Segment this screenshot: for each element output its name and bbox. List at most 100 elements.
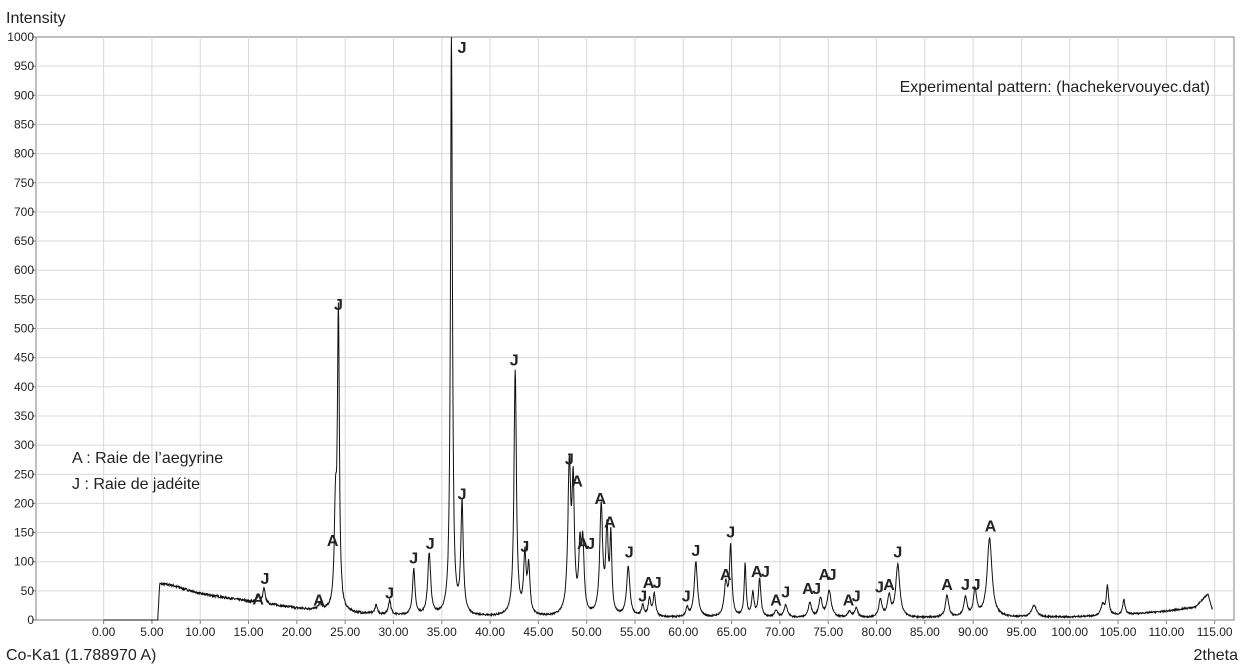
peak-label-jadeite: J	[682, 588, 691, 605]
peak-label-aegyrine: A	[819, 567, 831, 584]
y-tick-label: 100	[14, 555, 34, 569]
experimental-pattern-title: Experimental pattern: (hachekervouyec.da…	[900, 79, 1210, 96]
y-tick-label: 600	[14, 263, 34, 277]
y-tick-label: 800	[14, 147, 34, 161]
y-tick-label: 1000	[7, 30, 34, 44]
peak-label-aegyrine: A	[751, 564, 763, 581]
peak-label-jadeite: J	[653, 575, 662, 592]
peak-label-jadeite: J	[334, 297, 343, 314]
x-tick-label: 75.00	[813, 625, 843, 639]
y-tick-label: 300	[14, 438, 34, 452]
x-axis-label: 2theta	[1194, 647, 1239, 664]
peak-label-aegyrine: A	[577, 536, 589, 553]
peak-label-aegyrine: A	[252, 591, 264, 608]
y-axis-label: Intensity	[6, 10, 66, 27]
x-tick-label: 40.00	[475, 625, 505, 639]
y-tick-label: 350	[14, 409, 34, 423]
peak-label-jadeite: J	[409, 551, 418, 568]
peak-label-aegyrine: A	[985, 518, 997, 535]
peak-label-jadeite: J	[520, 539, 529, 556]
peak-label-jadeite: J	[972, 577, 981, 594]
y-tick-label: 950	[14, 59, 34, 73]
peak-label-aegyrine: A	[313, 593, 325, 610]
x-tick-label: 30.00	[378, 625, 408, 639]
x-tick-labels: 0.00 5.00 10.00 15.00 20.00 25.00 30.00 35.00 40…	[92, 620, 1233, 639]
footnote-radiation: Co-Ka1 (1.788970 A)	[6, 647, 156, 664]
y-tick-labels: 0 50 100 150 200 250 300 350 400 450 500 550 600 650 7…	[7, 30, 36, 627]
peak-label-jadeite: J	[781, 584, 790, 601]
peak-label-jadeite: J	[875, 580, 884, 597]
y-tick-label: 900	[14, 88, 34, 102]
x-tick-label: 55.00	[620, 625, 650, 639]
x-tick-label: 90.00	[958, 625, 988, 639]
peak-label-jadeite: J	[812, 581, 821, 598]
legend-entry-aegyrine: A : Raie de l’aegyrine	[72, 450, 223, 467]
y-tick-label: 0	[27, 613, 34, 627]
grid	[36, 37, 1234, 620]
peak-label-jadeite: J	[385, 586, 394, 603]
peak-label-aegyrine: A	[802, 581, 814, 598]
peak-label-jadeite: J	[510, 352, 519, 369]
peak-label-jadeite: J	[761, 564, 770, 581]
x-tick-label: 105.00	[1100, 625, 1137, 639]
x-tick-label: 95.00	[1006, 625, 1036, 639]
peak-label-jadeite: J	[261, 571, 270, 588]
peak-label-jadeite: J	[852, 588, 861, 605]
x-tick-label: 15.00	[234, 625, 264, 639]
peak-label-aegyrine: A	[643, 575, 655, 592]
y-tick-label: 650	[14, 234, 34, 248]
x-tick-label: 80.00	[862, 625, 892, 639]
x-tick-label: 20.00	[282, 625, 312, 639]
y-tick-label: 750	[14, 176, 34, 190]
diffraction-pattern-line	[103, 36, 1213, 621]
y-tick-label: 200	[14, 496, 34, 510]
y-tick-label: 850	[14, 117, 34, 131]
x-tick-label: 115.00	[1197, 625, 1233, 639]
peak-label-aegyrine: A	[883, 577, 895, 594]
peak-label-aegyrine: A	[604, 514, 616, 531]
legend-entry-jadeite: J : Raie de jadéite	[72, 476, 200, 493]
peak-label-jadeite: J	[638, 588, 647, 605]
y-tick-label: 700	[14, 205, 34, 219]
peak-label-jadeite: J	[893, 545, 902, 562]
peak-label-jadeite: J	[458, 40, 467, 57]
peak-label-jadeite: J	[691, 543, 700, 560]
y-tick-label: 450	[14, 351, 34, 365]
x-tick-label: 0.00	[92, 625, 116, 639]
y-tick-label: 50	[21, 584, 35, 598]
peak-label-aegyrine: A	[770, 593, 782, 610]
peak-label-aegyrine: A	[941, 577, 953, 594]
y-tick-label: 500	[14, 322, 34, 336]
y-tick-label: 250	[14, 467, 34, 481]
peak-label-aegyrine: A	[843, 593, 855, 610]
x-tick-label: 45.00	[523, 625, 553, 639]
peak-label-jadeite: J	[828, 567, 837, 584]
x-tick-label: 35.00	[427, 625, 457, 639]
x-tick-label: 10.00	[185, 625, 215, 639]
x-tick-label: 25.00	[330, 625, 360, 639]
x-tick-label: 50.00	[572, 625, 602, 639]
y-tick-label: 400	[14, 380, 34, 394]
peak-label-aegyrine: A	[327, 533, 339, 550]
peak-label-jadeite: J	[625, 545, 634, 562]
x-tick-label: 65.00	[717, 625, 747, 639]
peak-label-aegyrine: A	[720, 567, 732, 584]
peak-label-jadeite: J	[586, 536, 595, 553]
x-tick-label: 70.00	[765, 625, 795, 639]
peak-label-jadeite: J	[458, 486, 467, 503]
x-tick-label: 5.00	[140, 625, 164, 639]
peak-label-jadeite: J	[426, 536, 435, 553]
peak-label-jadeite: J	[565, 451, 574, 468]
peak-label-aegyrine: A	[594, 491, 606, 508]
x-tick-label: 85.00	[910, 625, 940, 639]
peak-label-aegyrine: A	[571, 474, 583, 491]
x-tick-label: 110.00	[1148, 625, 1184, 639]
x-tick-label: 60.00	[668, 625, 698, 639]
peak-label-jadeite: J	[961, 577, 970, 594]
x-tick-label: 100.00	[1051, 625, 1088, 639]
y-tick-label: 550	[14, 292, 34, 306]
peak-label-jadeite: J	[726, 524, 735, 541]
y-tick-label: 150	[14, 526, 34, 540]
